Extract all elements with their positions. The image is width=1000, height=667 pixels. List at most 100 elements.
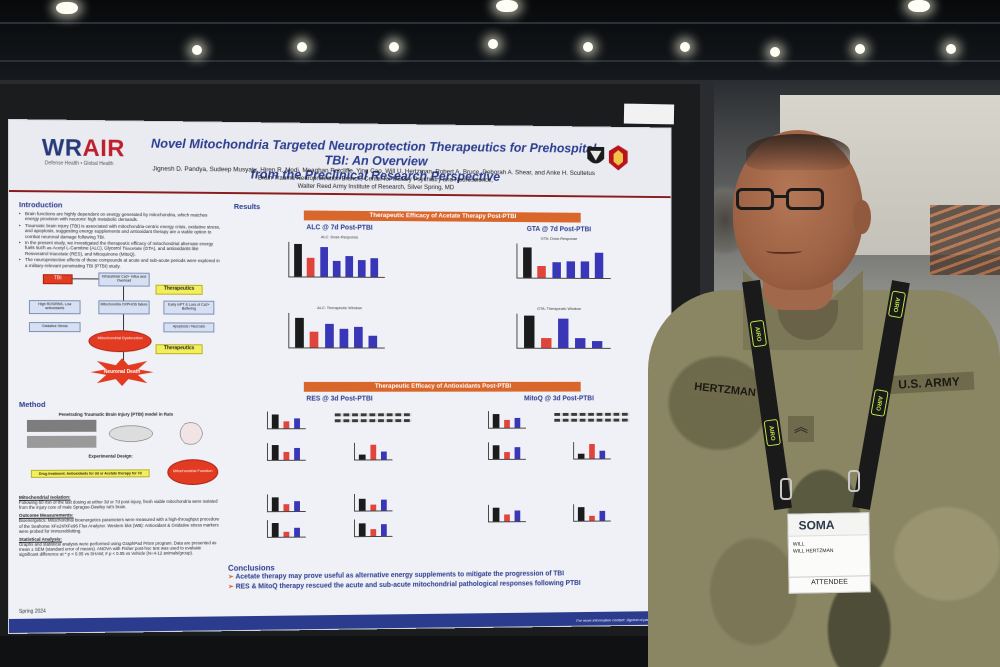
poster-bar-graphic — [551, 262, 561, 278]
intro-bullet: In the present study, we investigated th… — [19, 240, 221, 257]
gta-title: GTA @ 7d Post-PTBI — [526, 226, 592, 234]
method-heading: Method — [18, 400, 46, 410]
poster-bar-graphic — [578, 453, 585, 459]
alc-window-chart — [288, 312, 385, 349]
poster-bar-graphic — [523, 246, 532, 278]
mitoq-small-chart — [488, 504, 526, 523]
flow-oxphos-box: Mitochondria OXPHOS failure — [98, 300, 150, 315]
mitoq-small-chart — [573, 504, 611, 522]
season-label: Spring 2024 — [18, 608, 46, 615]
gta-dose-chart — [516, 243, 611, 280]
sergeant-rank-icon: ︽ — [788, 416, 814, 442]
poster-bar-graphic — [295, 318, 305, 348]
logo-tagline: Defense Health • Global Health — [44, 160, 114, 168]
poster-bar-graphic — [514, 510, 521, 522]
mitoq-small-chart — [573, 441, 611, 460]
poster-bar-graphic — [294, 243, 303, 277]
lanyard-text: AIRO — [749, 319, 768, 348]
poster-bar-graphic — [588, 515, 596, 521]
alc-title: ALC @ 7d Post-PTBI — [306, 224, 373, 232]
poster-bar-graphic — [324, 323, 334, 348]
ceiling-light — [389, 42, 399, 52]
poster-left-column: Introduction Brain functions are highly … — [19, 200, 221, 620]
ceiling-light — [192, 45, 202, 55]
acetate-section-bar: Therapeutic Efficacy of Acetate Therapy … — [303, 210, 581, 223]
ceiling-light — [488, 39, 498, 49]
experimental-design-title: Experimental Design: — [88, 453, 133, 459]
flow-arrow — [123, 314, 125, 331]
army-crest-icon — [587, 146, 605, 164]
ceiling-light — [855, 44, 865, 54]
gta-dose-label: GTA: Dose-Response — [540, 235, 578, 241]
ceiling-light — [496, 0, 518, 12]
eyeglass-bridge — [774, 195, 786, 198]
flow-arrow — [123, 286, 125, 301]
mitoq-title: MitoQ @ 3d Post-PTBI — [523, 395, 594, 403]
lanyard-text: AIRO — [887, 290, 907, 319]
res-small-chart — [354, 442, 393, 461]
flow-calcium-box: Intracellular Ca2+ Influx and Overload — [98, 272, 150, 287]
method-model-title: Penetrating Traumatic Brain Injury (PTBI… — [58, 411, 174, 417]
lanyard-text: AIRO — [870, 388, 889, 417]
camouflage-uniform — [648, 290, 1000, 667]
isolation-text: Following 60 min of the last dosing at e… — [18, 498, 218, 511]
poster-bar-graphic — [493, 414, 500, 428]
res-title: RES @ 3d Post-PTBI — [306, 395, 373, 403]
poster-bar-graphic — [332, 261, 341, 277]
poster-bar-graphic — [358, 259, 366, 277]
ceiling-truss — [0, 22, 1000, 24]
ceiling-light — [583, 42, 593, 52]
poster-bar-graphic — [272, 497, 279, 512]
gta-window-chart — [516, 313, 611, 349]
poster-bar-graphic — [370, 529, 377, 537]
poster-bar-graphic — [283, 451, 290, 460]
mitoq-small-chart — [488, 442, 526, 460]
poster-bar-graphic — [309, 331, 319, 348]
poster-bar-graphic — [580, 260, 590, 278]
poster-bar-graphic — [537, 265, 547, 278]
badge-first-name: WILL — [792, 541, 805, 548]
poster-header: WRAIR Defense Health • Global Health Nov… — [8, 120, 671, 199]
poster-bar-graphic — [359, 454, 366, 460]
poster-bar-graphic — [380, 499, 388, 511]
poster-bar-graphic — [283, 421, 290, 429]
ceiling-light — [297, 42, 307, 52]
lanyard-clip — [780, 478, 792, 500]
poster-bar-graphic — [370, 444, 377, 460]
poster-title-line1: Novel Mitochondria Targeted Neuroprotect… — [150, 135, 597, 169]
alc-dose-label: ALC: Dose-Response — [320, 234, 359, 240]
mechanism-flow-diagram: TBI Intracellular Ca2+ Influx and Overlo… — [19, 272, 221, 492]
badge-event-name: SOMA — [798, 517, 835, 533]
mitoq-small-chart — [488, 411, 526, 429]
poster-bar-graphic — [319, 247, 328, 277]
neuronal-death-burst: Neuronal Death — [90, 358, 153, 386]
alc-dose-chart — [288, 241, 385, 278]
ceiling-light — [908, 0, 930, 12]
soldier-presenter: HERTZMAN U.S. ARMY ︽ AIRO AIRO AIRO AIRO… — [648, 130, 1000, 667]
poster-bar-graphic — [293, 500, 301, 512]
logo-text: WR — [41, 134, 83, 162]
poster-bar-graphic — [368, 335, 378, 348]
poster-bar-graphic — [524, 315, 535, 348]
therapeutics-box: Therapeutics — [155, 344, 203, 355]
flow-tbi-box: TBI — [42, 274, 73, 285]
poster-bar-graphic — [293, 418, 301, 429]
res-small-chart — [266, 442, 306, 461]
lanyard-text: AIRO — [763, 418, 782, 447]
poster-board-bottom — [0, 636, 713, 667]
poster-bar-graphic — [380, 524, 388, 536]
attendee-badge: SOMA WILL WILL HERTZMAN ATTENDEE — [787, 512, 871, 594]
lanyard-clip — [848, 470, 860, 492]
poster-bar-graphic — [575, 337, 586, 348]
conclusion-text-2: RES & MitoQ therapy rescued the acute an… — [235, 580, 581, 591]
eyeglass-lens — [786, 188, 824, 210]
poster-bar-graphic — [503, 514, 511, 522]
res-small-chart — [266, 411, 306, 430]
flow-mpt-box: Early mPT & Loss of Ca2+ Buffering — [163, 300, 215, 315]
outcome-text: Bioenergetics: Mitochondrial bioenergeti… — [18, 516, 220, 534]
logo-accent-text: AIR — [82, 134, 125, 163]
stats-text: Graphs and statistical analysis were per… — [18, 540, 217, 558]
ceiling-light — [56, 2, 78, 14]
poster-bar-graphic — [283, 531, 290, 537]
poster-bar-graphic — [493, 444, 500, 459]
